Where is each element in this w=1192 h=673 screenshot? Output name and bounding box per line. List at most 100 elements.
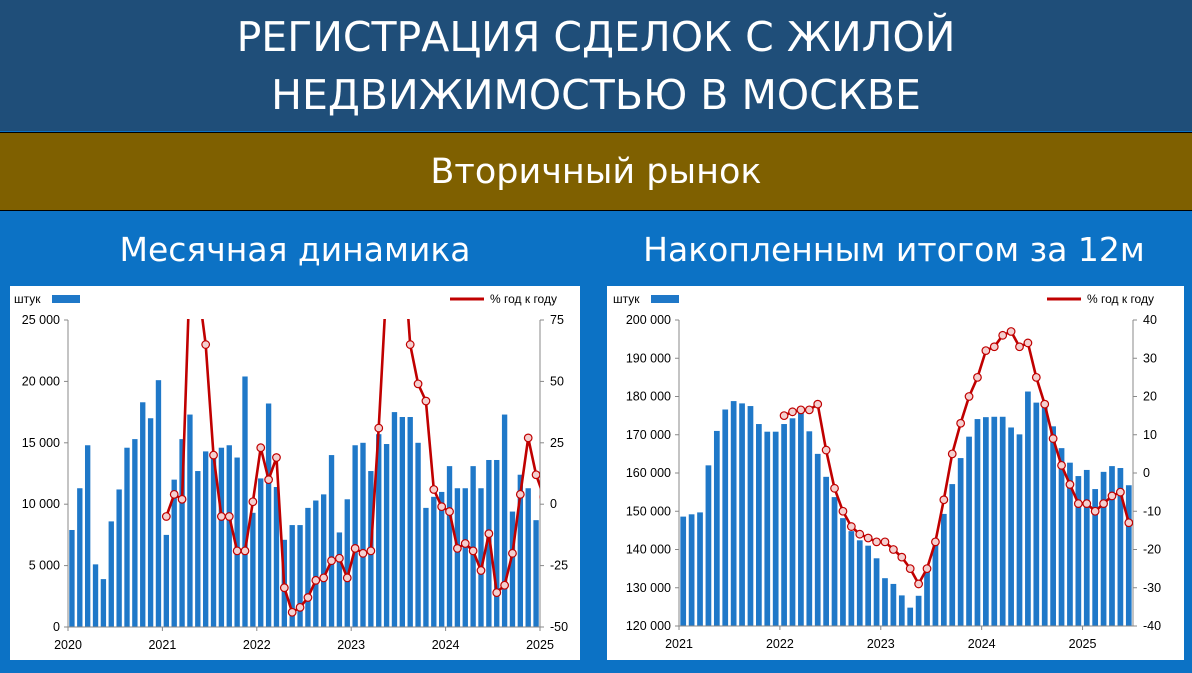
bar	[195, 471, 201, 627]
yoy-point	[413, 379, 423, 389]
legend-bar-label: штук	[613, 292, 640, 306]
y-tick-label: 130 000	[626, 581, 671, 595]
bar	[486, 459, 492, 627]
x-tick-label: 2025	[526, 638, 554, 652]
monthly-chart-svg: 25 000 20 000 15 000 10 000 5 000 0 75 50 25 0 -25…	[14, 292, 568, 652]
bar	[289, 525, 295, 627]
bar	[69, 529, 75, 627]
bar	[848, 531, 855, 626]
y-tick-label: 150 000	[626, 504, 671, 518]
bar	[454, 488, 461, 627]
bar	[313, 500, 319, 627]
bar	[1067, 462, 1073, 626]
bar	[92, 564, 99, 627]
bar	[873, 558, 880, 626]
yoy-point	[287, 607, 297, 617]
yoy-point	[177, 494, 187, 504]
yoy-point	[303, 593, 313, 602]
x-tick-label: 2023	[337, 638, 365, 652]
yoy-point	[973, 372, 982, 382]
bar	[1050, 426, 1056, 626]
yoy-point	[201, 340, 211, 349]
bar	[1083, 469, 1090, 626]
yoy-point	[813, 399, 823, 409]
bar	[1016, 434, 1023, 626]
yoy-point	[421, 396, 431, 406]
yoy-point	[1073, 499, 1083, 509]
yoy-point	[429, 485, 439, 494]
yoy-point	[905, 564, 915, 574]
yoy-point	[539, 494, 540, 499]
bar	[383, 444, 390, 627]
yoy-point	[880, 537, 890, 547]
y-tick-label: 120 000	[626, 619, 671, 633]
y2-tick-label: -10	[1143, 504, 1161, 518]
yoy-point	[405, 340, 415, 349]
bar	[949, 484, 956, 626]
y-tick-label: 160 000	[626, 466, 671, 480]
bar	[494, 459, 500, 627]
bar	[1109, 466, 1115, 626]
bar	[210, 455, 217, 627]
x-tick-label: 2021	[148, 638, 176, 652]
bar	[806, 431, 813, 626]
bar	[525, 488, 531, 627]
bar	[336, 532, 343, 627]
yoy-point	[788, 407, 797, 417]
yoy-point	[1124, 518, 1133, 528]
title-banner: РЕГИСТРАЦИЯ СДЕЛОК С ЖИЛОЙ НЕДВИЖИМОСТЬЮ…	[0, 0, 1192, 131]
bar	[163, 534, 170, 627]
y-tick-label: 200 000	[626, 313, 671, 327]
bar	[1092, 489, 1099, 626]
legend-bar-swatch	[52, 295, 80, 303]
yoy-point	[492, 588, 502, 598]
bar	[399, 417, 406, 627]
bar	[258, 478, 264, 627]
y2-tick-label: 0	[550, 497, 557, 511]
bar	[781, 424, 787, 626]
bar	[202, 451, 209, 627]
y2-tick-label: 50	[550, 374, 564, 388]
y-tick-label: 20 000	[22, 374, 60, 388]
bar	[1058, 448, 1065, 626]
bar	[772, 431, 779, 626]
bar	[747, 406, 754, 626]
yoy-point	[531, 470, 540, 480]
bar	[533, 520, 539, 627]
bar	[84, 445, 91, 627]
yoy-point	[1115, 487, 1125, 497]
y-tick-label: 140 000	[626, 543, 671, 557]
yoy-point	[327, 556, 336, 566]
bar	[438, 491, 445, 627]
bar	[462, 488, 468, 627]
bar	[705, 465, 712, 626]
yoy-point	[508, 548, 517, 558]
bar	[940, 513, 947, 626]
yoy-point	[161, 512, 171, 521]
bar	[840, 518, 846, 626]
y2-tick-label: 25	[550, 436, 564, 450]
yoy-point	[939, 495, 949, 505]
y2-tick-label: -30	[1143, 581, 1161, 595]
bar	[171, 479, 177, 627]
bar	[305, 507, 311, 627]
bar	[265, 403, 272, 627]
y-tick-label: 15 000	[22, 436, 60, 450]
bar	[1033, 402, 1040, 626]
bar	[179, 439, 185, 627]
bar	[352, 445, 358, 627]
yoy-series	[161, 319, 540, 617]
bar	[1041, 405, 1048, 626]
yoy-point	[272, 453, 281, 462]
bar	[789, 418, 796, 626]
y2-tick-label: 20	[1143, 390, 1157, 404]
bar	[407, 417, 413, 627]
y-tick-label: 190 000	[626, 351, 671, 365]
x-tick-label: 2022	[243, 638, 271, 652]
bar	[924, 567, 930, 626]
bar	[100, 579, 107, 627]
yoy-point	[515, 489, 525, 499]
yoy-point	[1015, 342, 1024, 352]
bar	[898, 595, 905, 626]
bar	[446, 466, 453, 627]
